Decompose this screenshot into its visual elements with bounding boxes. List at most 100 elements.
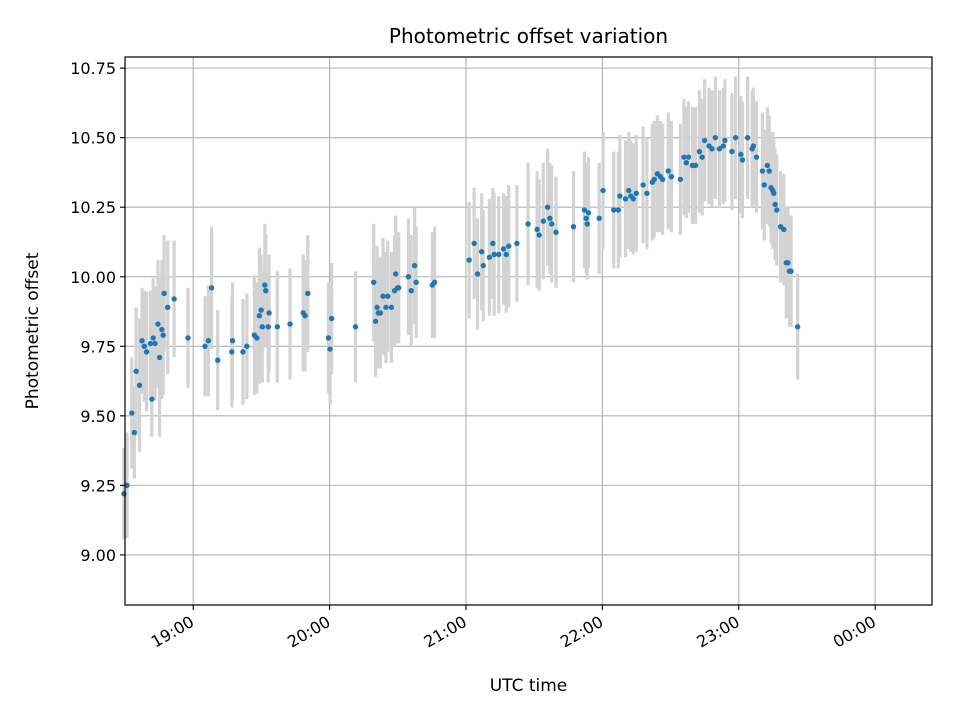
data-point — [514, 240, 520, 247]
data-point — [265, 324, 271, 330]
data-point — [474, 271, 481, 277]
data-point — [685, 154, 692, 160]
data-point — [205, 338, 212, 344]
chart-title: Photometric offset variation — [389, 24, 668, 48]
data-point — [681, 154, 687, 160]
y-tick-label: 10.75 — [70, 59, 116, 78]
data-point — [683, 160, 689, 166]
data-point — [677, 176, 684, 183]
data-point — [596, 215, 602, 222]
data-point — [471, 240, 477, 247]
data-point — [781, 226, 787, 233]
data-point — [370, 279, 377, 286]
data-point — [131, 429, 138, 436]
data-point — [124, 482, 130, 489]
data-point — [651, 176, 657, 183]
data-point — [753, 154, 760, 160]
data-point — [583, 215, 589, 222]
data-point — [161, 290, 167, 297]
data-point — [544, 204, 551, 210]
data-point — [380, 293, 386, 299]
data-point — [720, 143, 727, 149]
data-point — [716, 146, 723, 152]
data-point — [259, 324, 266, 330]
data-point — [750, 143, 757, 149]
data-point — [155, 321, 161, 327]
data-points — [121, 134, 801, 497]
data-point — [302, 313, 308, 319]
data-point — [534, 226, 540, 233]
data-point — [208, 285, 215, 291]
data-point — [491, 251, 497, 258]
data-point — [785, 260, 791, 266]
data-point — [701, 137, 708, 144]
data-point — [240, 349, 246, 355]
data-point — [772, 201, 778, 208]
data-point — [152, 340, 158, 347]
data-point — [244, 343, 250, 349]
data-point — [764, 162, 771, 169]
data-point — [788, 268, 794, 274]
data-point — [393, 271, 399, 277]
data-point — [328, 315, 335, 322]
data-point — [143, 349, 150, 355]
data-point — [147, 340, 154, 347]
data-point — [581, 207, 588, 213]
data-point — [139, 338, 145, 344]
data-point — [486, 254, 493, 260]
y-tick-label: 9.00 — [80, 546, 116, 565]
data-point — [640, 182, 646, 188]
data-point — [374, 304, 380, 311]
y-tick-label: 10.25 — [70, 198, 116, 217]
data-point — [496, 251, 502, 258]
data-point — [584, 221, 590, 227]
data-point — [133, 368, 139, 375]
data-point — [411, 262, 418, 269]
data-point — [466, 257, 472, 263]
data-point — [553, 229, 559, 235]
data-point — [490, 240, 496, 247]
data-point — [615, 207, 621, 213]
data-point — [622, 196, 629, 202]
data-point — [761, 182, 767, 188]
data-point — [722, 137, 728, 144]
data-point — [692, 162, 699, 169]
data-point — [633, 190, 639, 197]
data-point — [738, 151, 744, 158]
data-point — [156, 354, 163, 361]
data-point — [165, 304, 171, 311]
data-point — [325, 335, 332, 341]
data-point — [327, 346, 333, 352]
data-point — [377, 310, 383, 316]
data-point — [229, 338, 236, 344]
data-point — [659, 176, 666, 183]
data-point — [644, 190, 650, 197]
data-point — [395, 285, 402, 291]
data-point — [385, 293, 391, 299]
data-point — [570, 223, 577, 230]
data-point — [287, 321, 293, 327]
data-point — [626, 187, 632, 194]
data-point — [729, 148, 735, 155]
data-point — [766, 168, 772, 174]
data-point — [352, 324, 359, 330]
data-point — [794, 324, 801, 330]
data-point — [159, 326, 165, 333]
data-point — [547, 215, 553, 222]
x-axis-label: UTC time — [490, 676, 568, 696]
data-point — [383, 304, 389, 311]
data-point — [699, 154, 705, 160]
y-axis-label: Photometric offset — [23, 252, 43, 409]
data-point — [254, 335, 260, 341]
y-tick-label: 9.25 — [80, 476, 116, 495]
data-point — [413, 279, 419, 286]
data-point — [774, 207, 780, 213]
data-point — [585, 210, 592, 216]
data-point — [630, 196, 636, 202]
data-point — [171, 296, 177, 302]
data-point — [759, 168, 766, 174]
data-point — [744, 134, 751, 141]
data-point — [405, 274, 412, 280]
data-point — [129, 410, 135, 416]
